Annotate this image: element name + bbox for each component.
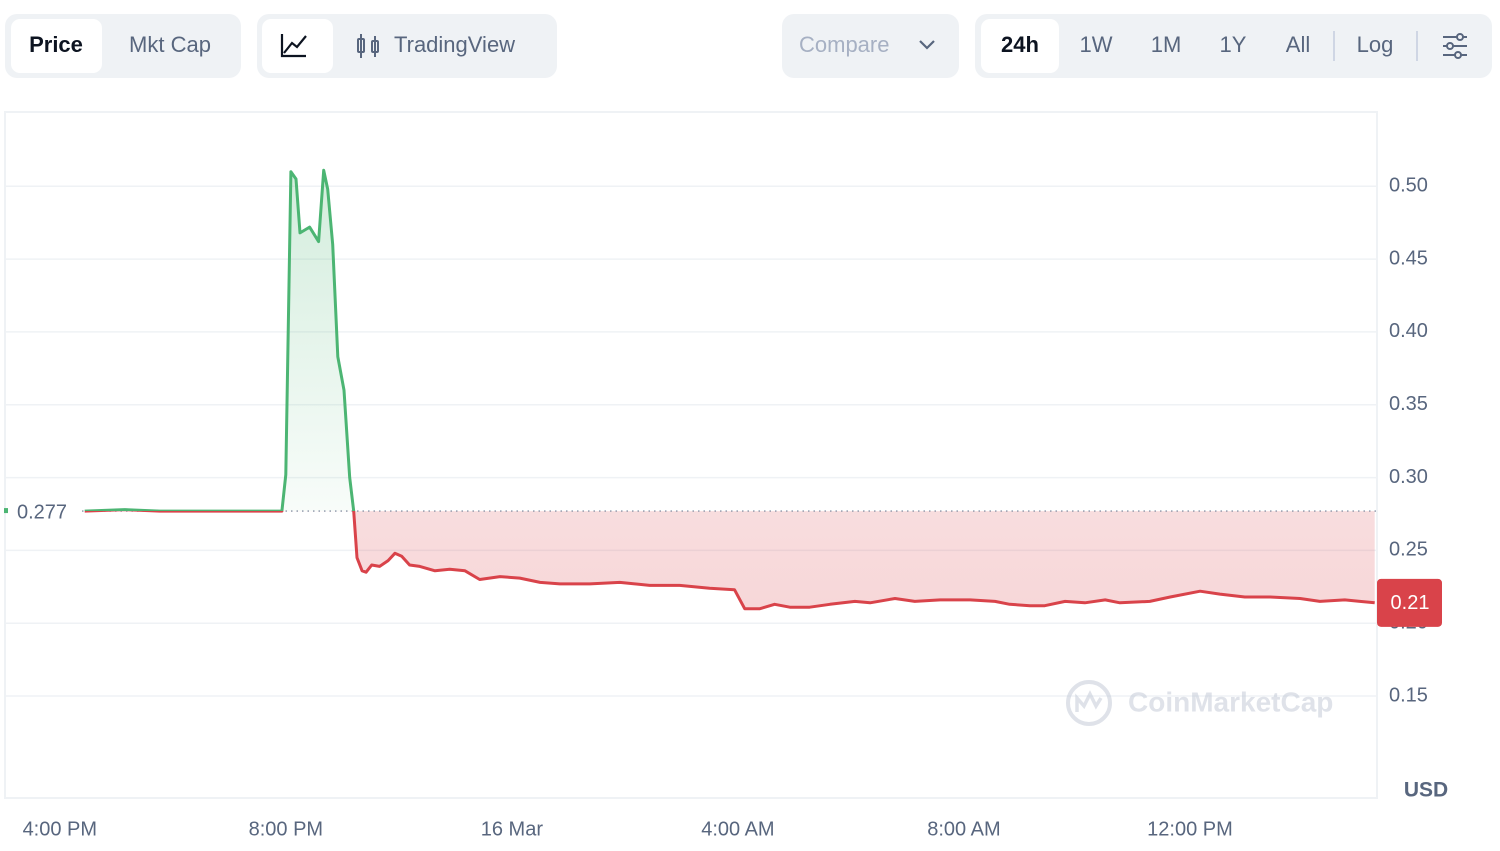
x-tick-label: 8:00 PM bbox=[249, 818, 323, 840]
range-button[interactable]: All bbox=[1286, 32, 1310, 57]
price-tab[interactable]: Price bbox=[29, 32, 83, 57]
current-price-box bbox=[1377, 578, 1442, 627]
range-button[interactable]: 1W bbox=[1080, 32, 1113, 57]
y-tick-label: 0.45 bbox=[1389, 247, 1428, 269]
current-price-label: 0.21 bbox=[1391, 592, 1430, 614]
x-tick-label: 8:00 AM bbox=[927, 818, 1000, 840]
watermark: CoinMarketCap bbox=[1066, 680, 1333, 726]
active-range[interactable] bbox=[981, 19, 1059, 73]
log-button[interactable]: Log bbox=[1357, 32, 1394, 57]
baseline-label-bg bbox=[10, 499, 82, 524]
price-area bbox=[84, 170, 1375, 609]
compare-label[interactable]: Compare bbox=[799, 32, 889, 57]
tradingview-button[interactable]: TradingView bbox=[394, 32, 515, 57]
y-tick-label: 0.50 bbox=[1389, 175, 1428, 197]
x-tick-label: 16 Mar bbox=[481, 818, 544, 840]
line-icon bbox=[280, 34, 307, 58]
range-group bbox=[975, 14, 1492, 78]
x-tick-label: 4:00 AM bbox=[701, 818, 774, 840]
price-line bbox=[84, 168, 1375, 611]
plot-frame bbox=[4, 111, 1378, 799]
y-tick-label: 0.15 bbox=[1389, 684, 1428, 706]
y-tick-label: 0.35 bbox=[1389, 393, 1428, 415]
watermark-text: CoinMarketCap bbox=[1128, 686, 1333, 717]
mktcap-tab[interactable]: Mkt Cap bbox=[129, 32, 211, 57]
currency-label: USD bbox=[1404, 779, 1448, 802]
candle-icon bbox=[357, 34, 379, 58]
range-button[interactable]: 1Y bbox=[1220, 32, 1247, 57]
y-tick-label: 0.25 bbox=[1389, 539, 1428, 561]
chevron bbox=[919, 40, 935, 50]
range-button[interactable]: 24h bbox=[1001, 32, 1039, 57]
compare-button[interactable] bbox=[782, 14, 959, 78]
x-tick-label: 4:00 PM bbox=[23, 818, 97, 840]
baseline-marker bbox=[4, 508, 8, 514]
x-tick-label: 12:00 PM bbox=[1147, 818, 1233, 840]
baseline-label: 0.277 bbox=[17, 501, 67, 523]
y-tick-label: 0.30 bbox=[1389, 466, 1428, 488]
active-tab[interactable] bbox=[11, 19, 102, 73]
range-button[interactable]: 1M bbox=[1151, 32, 1182, 57]
y-tick-label: 0.40 bbox=[1389, 320, 1428, 342]
settings-icon[interactable] bbox=[1443, 33, 1467, 59]
